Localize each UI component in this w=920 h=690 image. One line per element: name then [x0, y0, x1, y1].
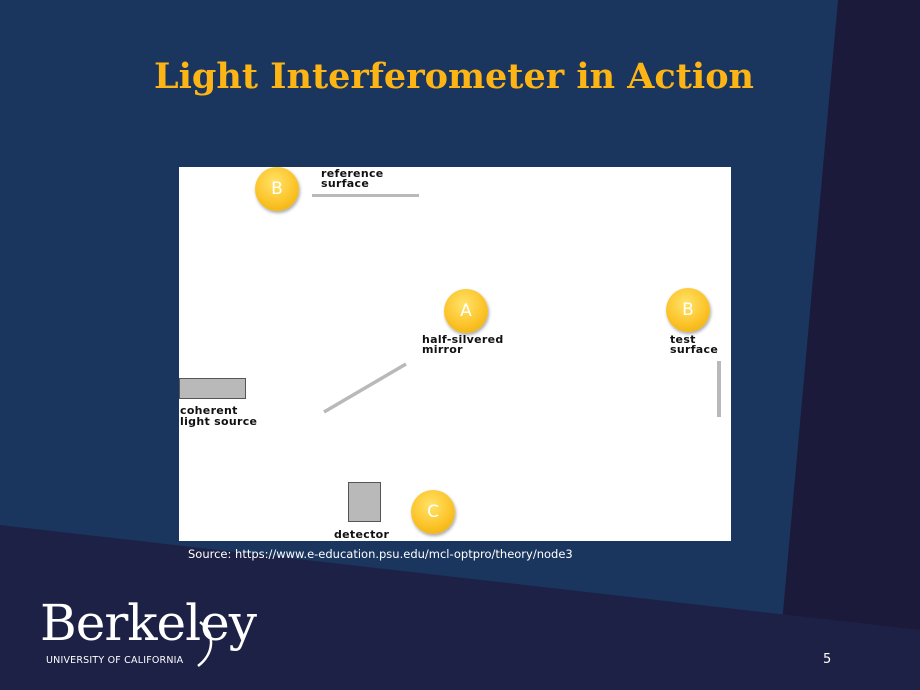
- logo-subtitle: UNIVERSITY OF CALIFORNIA: [46, 655, 184, 666]
- half-silvered-mirror-label: half-silvered: [422, 333, 504, 346]
- light-source-label: coherent: [180, 404, 238, 417]
- test-surface: [717, 361, 721, 417]
- reference-surface: [312, 194, 419, 197]
- badge-b-test: B: [666, 288, 710, 332]
- reference-surface-label-2: surface: [321, 177, 370, 190]
- berkeley-logo-swoosh: [197, 621, 213, 667]
- half-silvered-mirror: [323, 362, 407, 414]
- detector-label: detector: [334, 528, 390, 541]
- detector: [348, 482, 381, 522]
- interferometer-diagram: reference surface half-silvered mirror t…: [179, 167, 731, 541]
- reference-surface-label: reference: [321, 167, 384, 180]
- badge-a: A: [444, 289, 488, 333]
- test-surface-label-2: surface: [670, 343, 719, 356]
- source-citation: Source: https://www.e-education.psu.edu/…: [188, 547, 573, 561]
- slide-title: Light Interferometer in Action: [154, 56, 754, 97]
- page-number: 5: [823, 652, 832, 667]
- badge-b-reference: B: [255, 167, 299, 211]
- badge-c: C: [411, 490, 455, 534]
- test-surface-label: test: [670, 333, 696, 346]
- half-silvered-mirror-label-2: mirror: [422, 343, 463, 356]
- light-source-label-2: light source: [180, 415, 258, 428]
- coherent-light-source: [179, 378, 246, 399]
- berkeley-logo: Berkeley: [40, 594, 257, 652]
